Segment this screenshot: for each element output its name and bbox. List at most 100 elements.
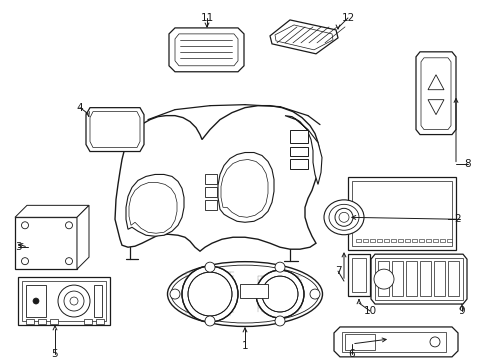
Bar: [204, 188, 217, 197]
Bar: [404, 239, 409, 242]
Bar: [341, 332, 445, 352]
Polygon shape: [370, 254, 466, 304]
Bar: [446, 239, 451, 242]
Bar: [94, 285, 102, 317]
Text: 10: 10: [363, 306, 376, 316]
Polygon shape: [129, 183, 177, 233]
Ellipse shape: [328, 204, 358, 230]
Circle shape: [70, 297, 78, 305]
Text: 6: 6: [348, 349, 355, 359]
Circle shape: [334, 208, 352, 226]
Bar: [84, 319, 92, 324]
Polygon shape: [415, 52, 455, 135]
Circle shape: [338, 212, 348, 222]
Bar: [419, 261, 430, 296]
Ellipse shape: [171, 265, 318, 323]
Bar: [26, 285, 46, 317]
Polygon shape: [427, 100, 443, 114]
Circle shape: [58, 285, 90, 317]
Polygon shape: [77, 205, 89, 269]
Circle shape: [64, 291, 84, 311]
Polygon shape: [169, 28, 244, 72]
Polygon shape: [126, 175, 183, 236]
Polygon shape: [15, 205, 89, 217]
Bar: [425, 239, 430, 242]
Circle shape: [262, 276, 297, 312]
Text: 1: 1: [241, 341, 248, 351]
Text: 4: 4: [77, 103, 83, 113]
Bar: [397, 239, 402, 242]
Bar: [405, 261, 416, 296]
Circle shape: [204, 262, 215, 272]
Bar: [204, 201, 217, 210]
Bar: [345, 334, 374, 350]
Polygon shape: [333, 327, 457, 357]
Polygon shape: [269, 20, 337, 54]
Bar: [432, 239, 437, 242]
Circle shape: [65, 222, 72, 229]
Bar: [289, 147, 307, 157]
Bar: [355, 239, 360, 242]
Text: 3: 3: [15, 242, 21, 252]
Bar: [347, 254, 369, 296]
Polygon shape: [86, 108, 143, 152]
Bar: [390, 239, 395, 242]
Text: 8: 8: [464, 159, 470, 170]
Polygon shape: [420, 58, 450, 130]
Bar: [362, 239, 367, 242]
Bar: [447, 261, 458, 296]
Circle shape: [21, 258, 28, 265]
Circle shape: [204, 316, 215, 326]
Bar: [204, 175, 217, 184]
Bar: [374, 258, 462, 300]
Circle shape: [33, 298, 39, 304]
Bar: [383, 239, 388, 242]
Polygon shape: [221, 159, 267, 217]
Bar: [433, 261, 444, 296]
Polygon shape: [427, 75, 443, 90]
Circle shape: [309, 289, 319, 299]
Circle shape: [256, 270, 304, 318]
Bar: [351, 181, 451, 246]
Circle shape: [274, 262, 285, 272]
Bar: [347, 177, 455, 250]
Polygon shape: [175, 34, 238, 66]
Circle shape: [373, 269, 393, 289]
Bar: [15, 217, 77, 269]
Bar: [391, 261, 402, 296]
Text: 11: 11: [200, 13, 213, 23]
Bar: [26, 319, 34, 324]
Bar: [96, 319, 104, 324]
Bar: [38, 319, 46, 324]
Bar: [50, 319, 58, 324]
Ellipse shape: [324, 200, 363, 235]
Bar: [418, 239, 423, 242]
Bar: [351, 258, 365, 292]
Bar: [18, 277, 110, 325]
Bar: [376, 239, 381, 242]
Bar: [289, 130, 307, 143]
Circle shape: [170, 289, 180, 299]
Text: 7: 7: [334, 266, 341, 276]
Text: 9: 9: [458, 306, 465, 316]
Circle shape: [65, 258, 72, 265]
Text: 2: 2: [454, 214, 460, 224]
Polygon shape: [274, 25, 332, 50]
Circle shape: [21, 222, 28, 229]
Bar: [369, 239, 374, 242]
Bar: [22, 281, 106, 321]
Ellipse shape: [167, 262, 322, 327]
Bar: [240, 284, 267, 298]
Polygon shape: [285, 116, 321, 184]
Bar: [377, 261, 388, 296]
Bar: [411, 239, 416, 242]
Circle shape: [182, 266, 238, 322]
Bar: [289, 159, 307, 170]
Circle shape: [187, 272, 231, 316]
Circle shape: [274, 316, 285, 326]
Text: 5: 5: [52, 349, 58, 359]
Circle shape: [429, 337, 439, 347]
Polygon shape: [90, 112, 140, 148]
Polygon shape: [115, 106, 319, 251]
Text: 12: 12: [341, 13, 354, 23]
